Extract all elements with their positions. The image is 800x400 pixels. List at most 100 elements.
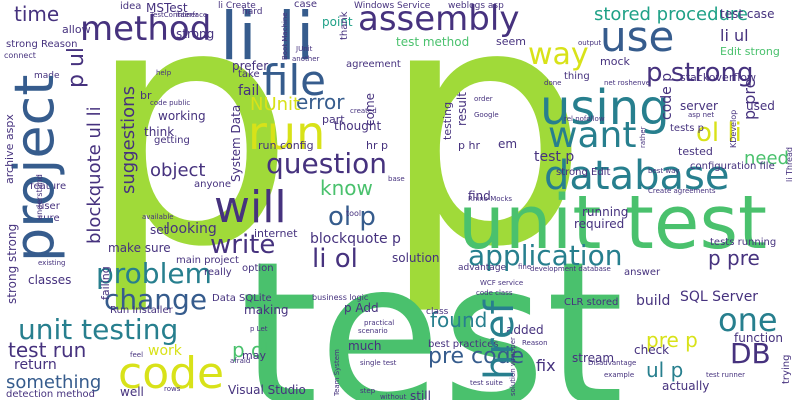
- cloud-word: pre p: [646, 328, 698, 352]
- cloud-word: Rhino Mocks: [468, 195, 513, 203]
- cloud-word: test p: [534, 149, 575, 165]
- cloud-word: anyone: [194, 179, 231, 190]
- cloud-word: question: [266, 147, 387, 180]
- cloud-word: user: [38, 201, 60, 212]
- cloud-word: time: [14, 2, 60, 26]
- cloud-word-p-large: p: [86, 0, 296, 319]
- cloud-word: method: [80, 9, 212, 49]
- cloud-word: available: [142, 213, 174, 221]
- cloud-word: done: [544, 79, 562, 87]
- cloud-word: solution: [392, 251, 440, 265]
- cloud-word: file: [262, 56, 326, 105]
- cloud-word: something: [6, 372, 102, 393]
- cloud-word: output: [578, 39, 602, 47]
- cloud-word-vertical: trying: [781, 354, 792, 384]
- cloud-word: best practices: [428, 339, 499, 350]
- cloud-word: Visual Studio: [228, 383, 306, 397]
- cloud-word: object: [150, 160, 206, 181]
- cloud-word: function: [734, 331, 784, 345]
- cloud-word: required: [574, 217, 625, 231]
- cloud-word: fail: [238, 83, 260, 99]
- cloud-word: advantage: [458, 263, 507, 273]
- cloud-word: rows: [164, 385, 181, 393]
- cloud-word: assembly: [358, 0, 520, 39]
- cloud-word-vertical: Boot Machine: [281, 12, 289, 60]
- cloud-word: strong: [176, 27, 215, 41]
- cloud-word-vertical: blockquote ul li: [84, 106, 105, 244]
- cloud-word: will: [214, 182, 287, 233]
- cloud-word: example: [604, 371, 635, 379]
- cloud-word: tested: [678, 145, 713, 158]
- cloud-word: step: [360, 387, 376, 395]
- cloud-word-vertical: strong strong: [5, 223, 19, 304]
- cloud-word: build: [636, 293, 671, 309]
- cloud-word: fine: [518, 263, 532, 271]
- cloud-word: asp net: [688, 111, 715, 119]
- cloud-word: scenario: [358, 327, 388, 335]
- cloud-word: tests p: [670, 123, 704, 134]
- cloud-word: test case: [720, 7, 775, 21]
- cloud-word: detection method: [6, 389, 96, 400]
- cloud-word: base: [388, 175, 405, 183]
- cloud-word: weblogs asp: [448, 1, 504, 11]
- cloud-word: Edit strong: [720, 45, 780, 58]
- cloud-word-vertical: System Data: [229, 104, 243, 182]
- cloud-word: business logic: [312, 293, 369, 302]
- cloud-word: really: [204, 267, 232, 278]
- cloud-word: without: [380, 393, 407, 400]
- cloud-word: well: [120, 385, 144, 399]
- cloud-word: br: [140, 89, 152, 102]
- cloud-word: configuration file: [690, 161, 775, 172]
- cloud-word: return: [14, 357, 57, 373]
- cloud-word-vertical: KDevelop: [729, 109, 738, 148]
- cloud-word: thought: [334, 119, 382, 133]
- cloud-word: stored procedure: [594, 4, 749, 25]
- cloud-word-vertical: archive aspx: [3, 114, 16, 184]
- cloud-word: strong Reason: [6, 39, 78, 50]
- cloud-word: problem: [96, 257, 212, 290]
- cloud-word: answer: [624, 267, 661, 278]
- cloud-word: existing: [38, 259, 66, 267]
- cloud-word: tool: [346, 209, 362, 218]
- cloud-word-vertical: Team System: [333, 349, 341, 396]
- cloud-word: find: [468, 189, 491, 203]
- cloud-word: actually: [662, 379, 710, 393]
- cloud-word: order: [474, 95, 493, 103]
- cloud-word: using: [540, 80, 670, 136]
- cloud-word: use: [600, 12, 675, 61]
- cloud-word: single test: [360, 359, 397, 367]
- cloud-word: rel nofollow: [564, 115, 605, 123]
- cloud-word: point: [322, 15, 353, 29]
- cloud-word: p Add: [344, 301, 379, 315]
- cloud-word: ol li: [696, 118, 742, 148]
- cloud-word: another: [292, 55, 320, 63]
- cloud-word: code class: [476, 289, 513, 297]
- cloud-word: Windows Service: [354, 1, 431, 11]
- cloud-word: test runner: [706, 371, 746, 379]
- cloud-word: li ol: [312, 244, 358, 274]
- cloud-word: internet: [254, 227, 298, 240]
- cloud-word-vertical: failing: [99, 266, 112, 300]
- cloud-word: Run Installer: [110, 305, 173, 316]
- cloud-word: code: [118, 348, 225, 399]
- cloud-word: connect: [4, 51, 36, 60]
- cloud-word: feel: [130, 351, 144, 359]
- cloud-word: still: [410, 389, 431, 400]
- cloud-word: know: [320, 176, 373, 200]
- cloud-word: added: [506, 323, 544, 337]
- cloud-word: fix: [536, 356, 556, 375]
- cloud-word: li li: [220, 0, 315, 75]
- cloud-word-vertical: code p: [659, 72, 675, 120]
- cloud-word: change: [104, 283, 208, 316]
- cloud-word: used: [746, 99, 775, 113]
- cloud-word: write: [210, 230, 276, 260]
- cloud-word: option: [242, 263, 274, 274]
- cloud-word: p hr: [458, 139, 480, 152]
- cloud-word-vertical: thank: [339, 11, 350, 40]
- cloud-word: database: [544, 153, 730, 199]
- cloud-word: application: [468, 239, 623, 272]
- cloud-word: made: [34, 71, 60, 81]
- cloud-word: test suite: [470, 379, 503, 387]
- cloud-word-vertical: solution wrapper: [509, 337, 517, 396]
- cloud-word-p-large: p: [380, 0, 590, 319]
